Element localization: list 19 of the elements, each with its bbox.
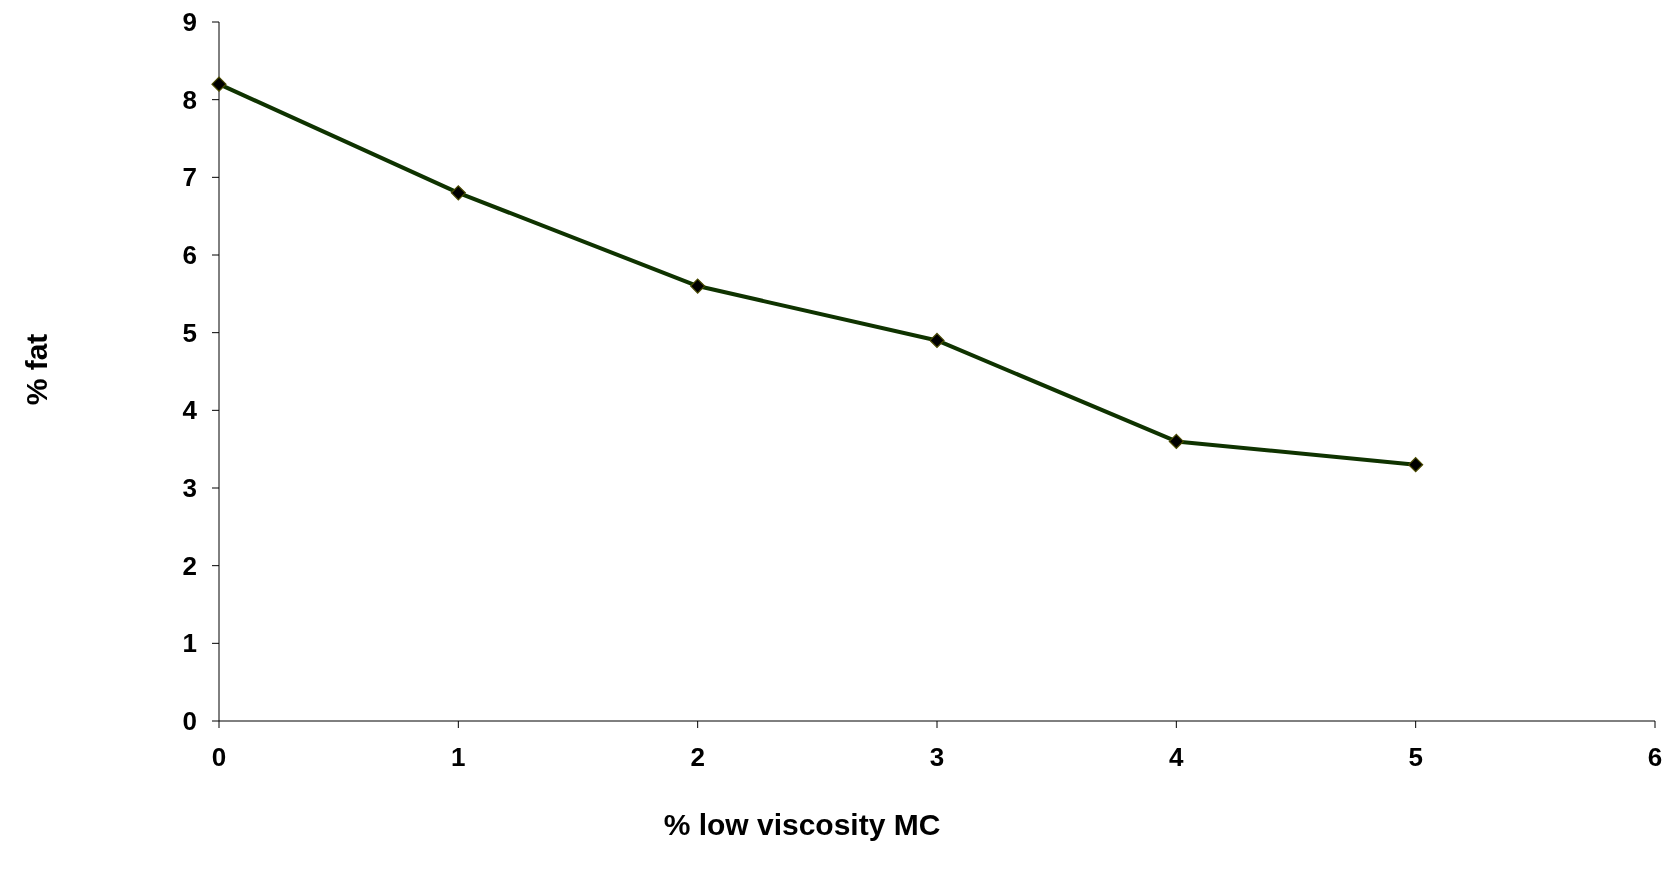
x-tick-label: 3 (929, 742, 945, 772)
y-tick-label: 2 (182, 550, 197, 581)
y-tick-label: 4 (182, 395, 198, 426)
y-tick-label: 5 (182, 317, 197, 348)
y-tick-label: 3 (182, 473, 197, 504)
y-tick-label: 0 (182, 706, 197, 737)
y-tick-label: 8 (182, 84, 197, 115)
x-axis-title: % low viscosity MC (663, 808, 941, 841)
y-tick-label: 6 (182, 240, 197, 271)
x-tick-label: 0 (211, 742, 227, 772)
x-tick-label: 2 (690, 742, 705, 772)
y-tick-label: 1 (182, 628, 197, 659)
x-tick-label: 6 (1647, 742, 1663, 772)
x-tick-label: 1 (451, 742, 466, 772)
y-tick-label: 9 (182, 7, 197, 38)
x-tick-label: 5 (1408, 742, 1423, 772)
x-tick-label: 4 (1169, 742, 1185, 772)
y-axis-title: % fat (20, 333, 53, 406)
y-tick-label: 7 (182, 162, 197, 193)
